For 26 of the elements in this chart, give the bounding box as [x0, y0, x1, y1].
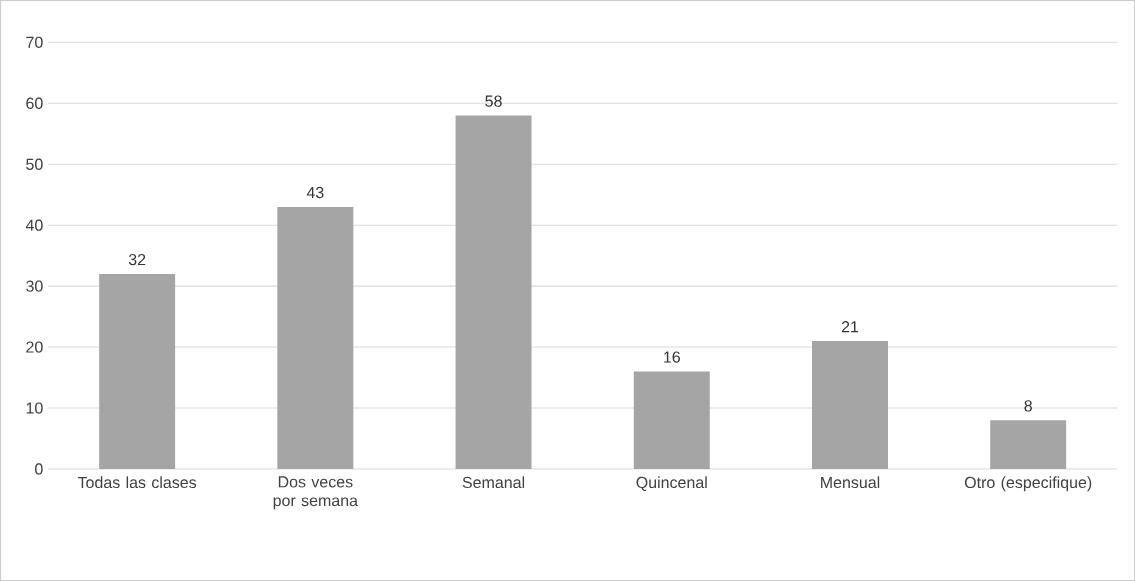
data-label: 43	[306, 186, 324, 199]
y-tick-label: 10	[26, 402, 43, 414]
bar	[990, 420, 1067, 469]
data-label: 32	[128, 253, 146, 266]
y-tick-label: 60	[26, 97, 43, 109]
y-tick-label: 70	[26, 36, 43, 48]
bar	[812, 340, 888, 469]
y-tick-label: 40	[25, 219, 43, 231]
y-tick-label: 50	[26, 158, 43, 170]
data-label: 8	[1024, 400, 1032, 412]
y-tick-label: 30	[26, 280, 43, 292]
bar	[277, 206, 354, 469]
data-label: 21	[841, 321, 859, 333]
x-tick-label: Semanal	[462, 476, 525, 489]
data-label: 16	[664, 351, 680, 363]
bar	[633, 371, 710, 469]
bar	[99, 273, 176, 469]
x-tick-label: Mensual	[821, 476, 880, 489]
y-tick-label: 20	[26, 341, 43, 353]
x-tick-label: Quincenal	[636, 476, 707, 491]
x-tick-label: Todas las clases	[77, 476, 197, 489]
x-tick-label: Otro (especifique)	[964, 476, 1092, 492]
bar	[455, 115, 532, 469]
data-label: 58	[485, 95, 502, 107]
x-tick-label: Dos veces por semana	[273, 476, 358, 510]
y-tick-label: 0	[35, 463, 43, 475]
